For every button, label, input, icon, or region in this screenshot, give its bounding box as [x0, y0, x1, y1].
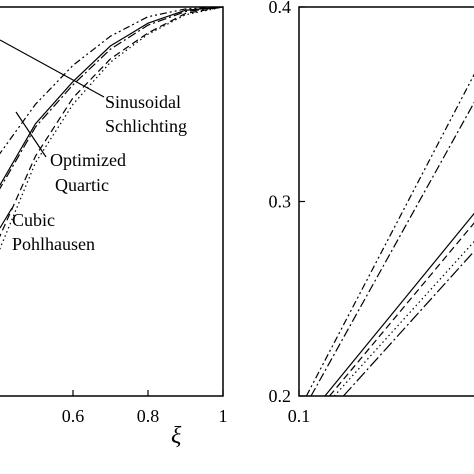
right-series-group	[305, 73, 474, 397]
annotation-leader-optimized	[15, 111, 47, 158]
left-x-axis-label: ξ	[171, 423, 182, 449]
annotation-leader-sinusoidal	[0, 39, 105, 98]
x-tick-label: 1	[219, 406, 228, 426]
x-tick-label: 0.1	[288, 406, 311, 426]
y-tick-label: 0.3	[269, 192, 292, 212]
left-plot-frame	[0, 6, 224, 397]
x-tick-label: 0.8	[137, 406, 160, 426]
right-series-line-4	[333, 240, 474, 397]
annotation-optimized-line1: Optimized	[50, 150, 126, 170]
left-panel: 0.6 0.8 1 Sinusoidal Schlichting Optimized…	[0, 6, 228, 449]
y-tick-label: 0.4	[269, 0, 292, 17]
right-series-line-3	[329, 222, 474, 397]
y-tick-label: 0.2	[269, 386, 292, 406]
left-series-line-1	[0, 6, 224, 187]
right-axis-ticks: 0.10.2 0.3 0.4	[269, 0, 311, 426]
annotation-sinusoidal-line2: Schlichting	[105, 116, 187, 136]
left-series-line-2	[0, 6, 224, 190]
annotation-cubic-line2: Pohlhausen	[12, 234, 95, 254]
right-panel: 0.10.2 0.3 0.4	[269, 0, 474, 426]
right-plot-frame	[298, 6, 474, 397]
annotation-optimized-line2: Quartic	[55, 175, 109, 195]
left-series-line-0	[0, 6, 224, 155]
right-series-line-2	[324, 212, 474, 397]
left-series-line-3	[0, 6, 224, 238]
annotation-cubic-line1: Cubic	[12, 210, 55, 230]
right-series-line-5	[342, 250, 474, 397]
left-series-group	[0, 6, 224, 251]
x-tick-label: 0.6	[62, 406, 85, 426]
right-series-line-1	[310, 101, 474, 397]
annotation-sinusoidal-line1: Sinusoidal	[105, 92, 181, 112]
annotation-leader-cubic	[0, 207, 13, 229]
right-series-line-0	[305, 73, 474, 397]
left-x-ticks: 0.6 0.8 1	[62, 390, 228, 426]
